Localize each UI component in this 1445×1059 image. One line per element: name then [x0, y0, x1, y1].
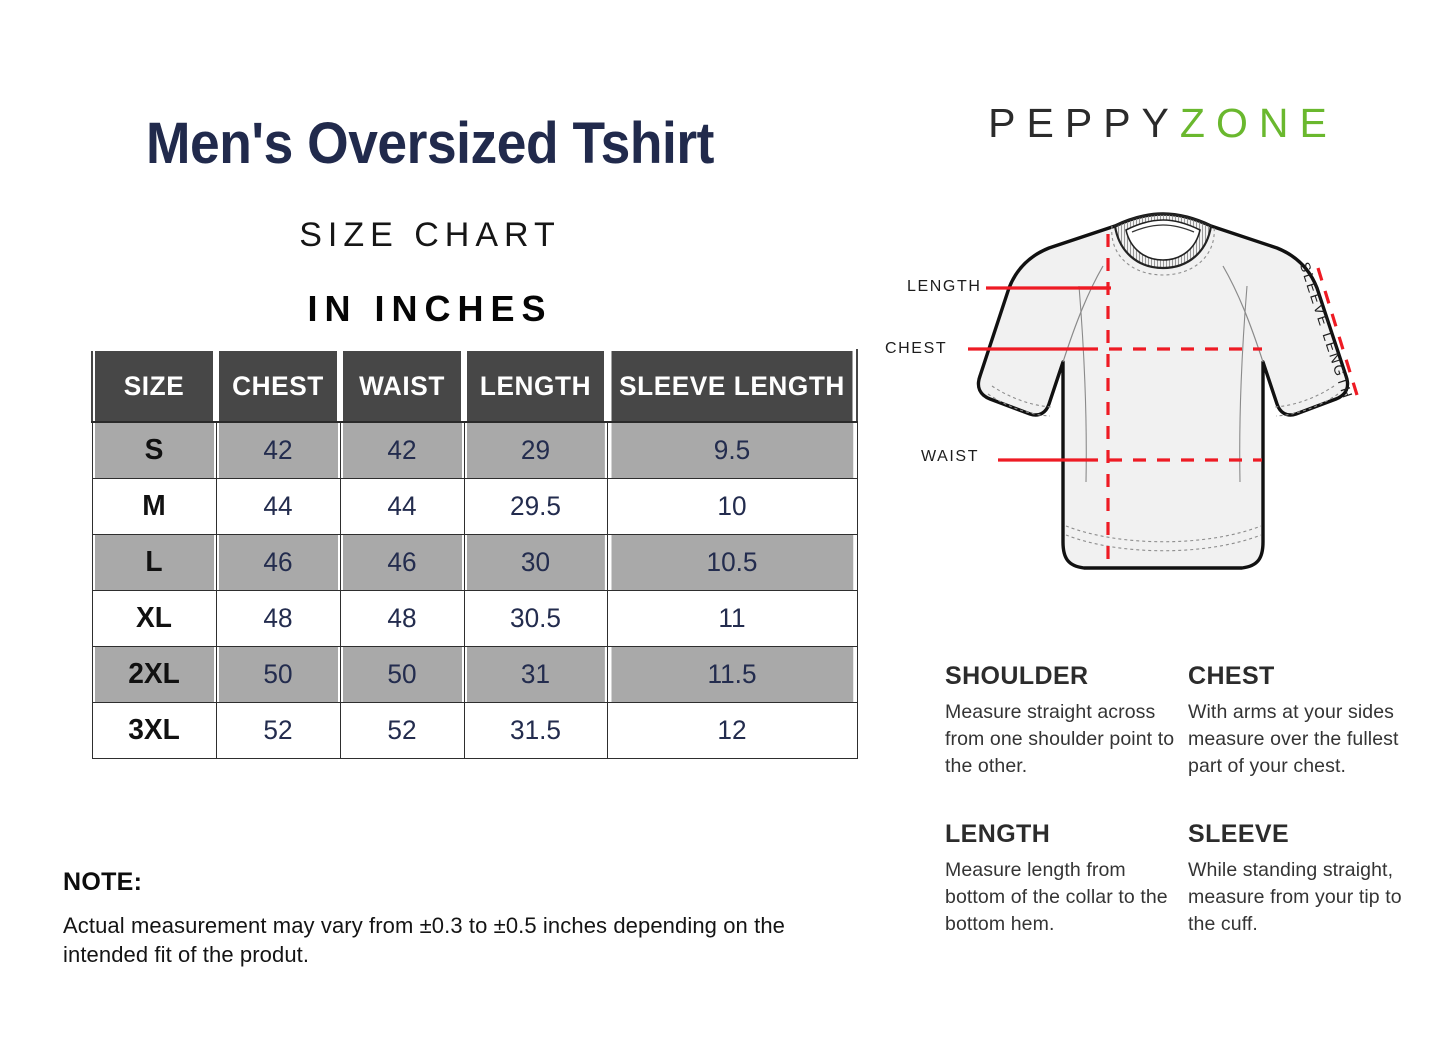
column-header-chest: CHEST [216, 349, 340, 423]
guide-title: SHOULDER [945, 662, 1089, 690]
cell-waist: 46 [341, 533, 463, 591]
cell-length: 30 [465, 533, 606, 591]
guide-shoulder: SHOULDER Measure straight across from on… [945, 662, 1188, 780]
tshirt-illustration-svg [968, 212, 1359, 570]
diagram-label-length: LENGTH [907, 278, 982, 295]
brand-name-zone: ZONE [1179, 100, 1338, 146]
page-title: Men's Oversized Tshirt [146, 111, 714, 176]
brand-name-peppy: PEPPY [988, 100, 1180, 146]
guide-length: LENGTH Measure length from bottom of the… [945, 820, 1188, 938]
column-header-length: LENGTH [465, 349, 606, 423]
page-subtitle: SIZE CHART [299, 216, 561, 254]
cell-sleeve: 11.5 [610, 645, 854, 703]
guide-title: LENGTH [945, 819, 1051, 848]
table-row: 3XL 52 52 31.5 12 [92, 701, 857, 759]
cell-length: 31.5 [465, 701, 606, 759]
table-row: S 42 42 29 9.5 [92, 421, 857, 479]
cell-sleeve: 10.5 [610, 533, 854, 591]
cell-size: S [93, 421, 215, 479]
cell-sleeve: 10 [610, 477, 854, 535]
cell-chest: 48 [217, 589, 339, 647]
cell-chest: 42 [217, 421, 339, 479]
cell-sleeve: 11 [610, 589, 854, 647]
guide-text: Measure length from bottom of the collar… [945, 858, 1168, 935]
right-panel: PEPPYZONE [880, 0, 1445, 1059]
guide-text: While standing straight, measure from yo… [1188, 858, 1402, 935]
cell-waist: 44 [341, 477, 463, 535]
column-header-sleeve: SLEEVE LENGTH [609, 349, 855, 423]
cell-waist: 50 [341, 645, 463, 703]
table-row: 2XL 50 50 31 11.5 [92, 645, 857, 703]
column-header-size: SIZE [92, 349, 216, 423]
guide-sleeve: SLEEVE While standing straight, measure … [1188, 820, 1425, 938]
table-row: M 44 44 29.5 10 [92, 477, 857, 535]
cell-chest: 52 [217, 701, 339, 759]
cell-size: L [93, 533, 215, 591]
guide-chest: CHEST With arms at your sides measure ov… [1188, 662, 1425, 780]
size-table-container: SIZE CHEST WAIST LENGTH SLEEVE LENGTH S … [91, 349, 856, 759]
column-header-waist: WAIST [340, 349, 464, 423]
size-table: SIZE CHEST WAIST LENGTH SLEEVE LENGTH S … [91, 349, 858, 759]
table-row: XL 48 48 30.5 11 [92, 589, 857, 647]
brand-logo: PEPPYZONE [898, 100, 1428, 147]
cell-waist: 42 [341, 421, 463, 479]
cell-size: 2XL [93, 645, 215, 703]
cell-sleeve: 12 [610, 701, 854, 759]
cell-chest: 46 [217, 533, 339, 591]
measurement-guides: SHOULDER Measure straight across from on… [945, 662, 1425, 937]
tshirt-body [976, 212, 1350, 570]
table-header-row: SIZE CHEST WAIST LENGTH SLEEVE LENGTH [92, 349, 857, 423]
cell-size: M [93, 477, 215, 535]
note-title: NOTE: [63, 868, 143, 896]
cell-length: 31 [465, 645, 606, 703]
guide-text: Measure straight across from one shoulde… [945, 701, 1175, 777]
cell-length: 29 [465, 421, 606, 479]
left-panel: Men's Oversized Tshirt SIZE CHART IN INC… [63, 111, 856, 969]
cell-chest: 44 [217, 477, 339, 535]
cell-size: 3XL [93, 701, 215, 759]
cell-length: 30.5 [465, 589, 606, 647]
table-row: L 46 46 30 10.5 [92, 533, 857, 591]
measurement-lines [968, 234, 1359, 560]
guide-title: CHEST [1188, 662, 1275, 690]
cell-waist: 48 [341, 589, 463, 647]
cell-size: XL [93, 589, 215, 647]
note-block: NOTE: Actual measurement may vary from ±… [63, 868, 833, 969]
note-text: Actual measurement may vary from ±0.3 to… [63, 913, 785, 968]
cell-sleeve: 9.5 [610, 421, 854, 479]
cell-chest: 50 [217, 645, 339, 703]
guide-title: SLEEVE [1188, 819, 1290, 848]
cell-waist: 52 [341, 701, 463, 759]
diagram-label-waist: WAIST [921, 448, 980, 465]
units-heading: IN INCHES [307, 288, 553, 329]
tshirt-diagram: LENGTH CHEST WAIST SLEEVE LENGTH [880, 190, 1445, 610]
guide-text: With arms at your sides measure over the… [1188, 701, 1399, 777]
cell-length: 29.5 [465, 477, 606, 535]
diagram-label-chest: CHEST [885, 340, 948, 357]
